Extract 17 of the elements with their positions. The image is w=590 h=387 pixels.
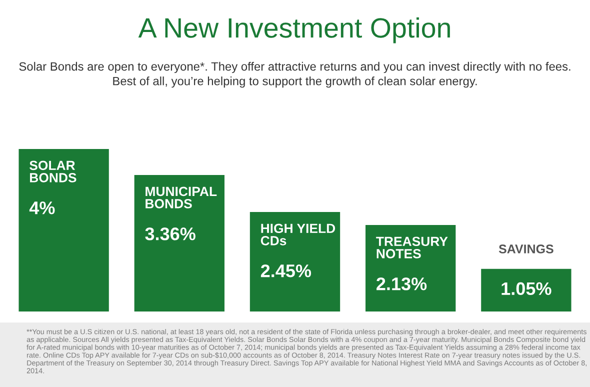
x-tick-label: SOLAR BONDS [30,160,76,182]
bar [134,175,224,312]
bar [366,224,456,312]
data-label: 1.05% [502,282,552,296]
data-label: 4% [29,202,55,214]
x-tick-label: MUNICIPAL BONDS [146,186,217,208]
data-label: 2.13% [376,277,427,290]
x-tick-label: SAVINGS [498,244,554,254]
chart-title: A New Investment Option [138,17,450,44]
x-tick-label: HIGH YIELD CDs [260,224,336,246]
bar [250,212,340,312]
chart-subtitle: Solar Bonds are open to everyone*. They offer attractive returns and you can invest directly with no fees. Best of all, you’re helping to support the growth of clean solar energy. [19,62,570,88]
bar [18,148,109,312]
data-label: 2.45% [260,264,312,278]
bar [481,268,572,312]
data-label: 3.36% [145,227,196,240]
x-tick-label: TREASURY NOTES [376,236,448,258]
